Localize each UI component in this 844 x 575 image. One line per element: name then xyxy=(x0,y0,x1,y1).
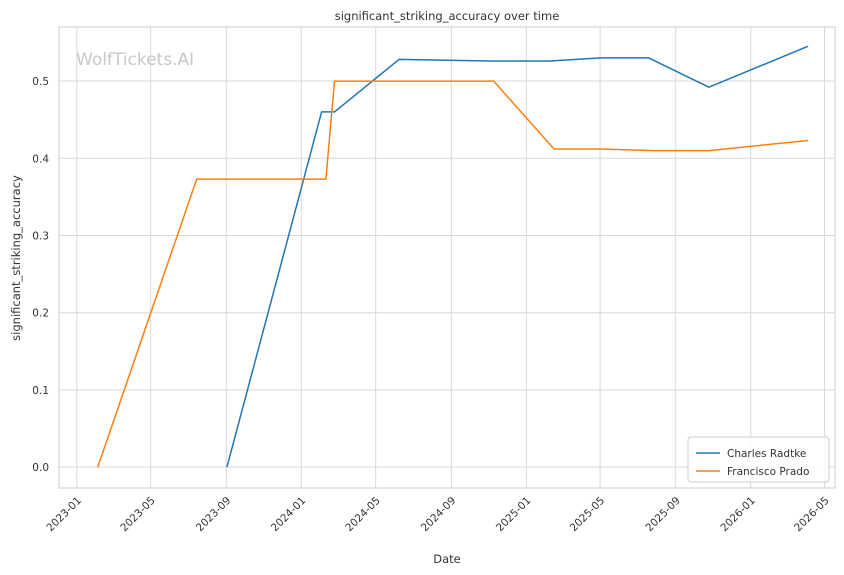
series-lines xyxy=(96,45,809,468)
y-tick-label: 0.2 xyxy=(32,308,49,320)
x-axis-label: Date xyxy=(433,552,461,566)
legend-label-charles-radtke: Charles Radtke xyxy=(727,448,806,460)
legend: Charles Radtke Francisco Prado xyxy=(687,436,830,483)
y-tick-label: 0.3 xyxy=(32,230,49,242)
legend-box xyxy=(687,436,830,483)
x-tick-label: 2024-01 xyxy=(269,495,309,535)
y-axis-ticks: 0.0 0.1 0.2 0.3 0.4 0.5 xyxy=(32,76,49,474)
y-axis-label: significant_striking_accuracy xyxy=(9,175,23,341)
y-tick-label: 0.1 xyxy=(32,385,49,397)
y-tick-label: 0.4 xyxy=(32,153,49,165)
legend-label-francisco-prado: Francisco Prado xyxy=(727,466,809,478)
x-tick-label: 2023-05 xyxy=(118,495,158,535)
series-line-charles-radtke xyxy=(226,45,809,468)
y-tick-label: 0.5 xyxy=(32,76,49,88)
x-tick-label: 2026-01 xyxy=(718,495,758,535)
x-axis-ticks: 2023-01 2023-05 2023-09 2024-01 2024-05 2024-… xyxy=(44,495,831,535)
x-tick-label: 2025-01 xyxy=(494,495,534,535)
x-tick-label: 2023-01 xyxy=(44,495,84,535)
watermark: WolfTickets.AI xyxy=(76,50,194,70)
chart-title: significant_striking_accuracy over time xyxy=(335,9,560,23)
x-tick-label: 2025-05 xyxy=(568,495,608,535)
x-tick-label: 2024-09 xyxy=(419,495,459,535)
y-tick-label: 0.0 xyxy=(32,462,49,474)
series-line-francisco-prado xyxy=(96,80,808,468)
plot-area-frame xyxy=(58,26,836,489)
grid xyxy=(59,27,835,488)
x-tick-label: 2026-05 xyxy=(792,495,832,535)
x-tick-label: 2023-09 xyxy=(194,495,234,535)
x-tick-label: 2024-05 xyxy=(343,495,383,535)
x-tick-label: 2025-09 xyxy=(643,495,683,535)
